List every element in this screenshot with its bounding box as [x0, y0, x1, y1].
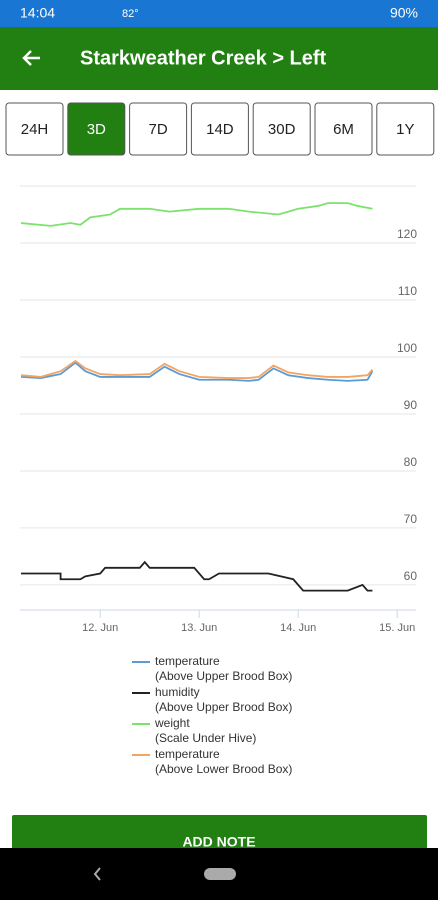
series-line: [20, 359, 374, 379]
range-button-label: 24H: [21, 121, 49, 138]
legend-location[interactable]: (Above Upper Brood Box): [155, 669, 292, 683]
legend-name[interactable]: weight: [154, 716, 190, 730]
x-tick-label: 13. Jun: [181, 622, 217, 634]
x-tick-label: 14. Jun: [280, 622, 316, 634]
series-line: [20, 361, 374, 382]
series-line: [20, 202, 373, 227]
back-arrow[interactable]: [22, 50, 40, 66]
y-tick-label: 70: [404, 512, 418, 526]
y-tick-label: 60: [404, 569, 418, 583]
status-time: 14:04: [20, 5, 55, 21]
range-button-label: 3D: [87, 121, 106, 138]
y-tick-label: 110: [398, 284, 417, 298]
y-tick-label: 100: [397, 341, 417, 355]
range-button-label: 6M: [333, 121, 354, 138]
x-tick-label: 12. Jun: [82, 622, 118, 634]
legend-name[interactable]: humidity: [155, 685, 200, 699]
status-temperature: 82°: [122, 8, 139, 20]
legend-name[interactable]: temperature: [155, 654, 220, 668]
range-button-label: 30D: [268, 121, 296, 138]
page-title: Starkweather Creek > Left: [80, 47, 327, 69]
add-note-label: ADD NOTE: [182, 834, 255, 850]
legend-location[interactable]: (Scale Under Hive): [155, 731, 256, 745]
add-note-button[interactable]: [12, 815, 427, 857]
range-button[interactable]: [376, 102, 435, 156]
x-tick-label: 15. Jun: [379, 622, 415, 634]
range-button-label: 14D: [206, 121, 234, 138]
nav-back[interactable]: [93, 867, 101, 881]
legend-location[interactable]: (Above Lower Brood Box): [155, 762, 292, 776]
legend-name[interactable]: temperature: [155, 747, 220, 761]
legend-location[interactable]: (Above Upper Brood Box): [155, 700, 292, 714]
y-tick-label: 90: [404, 398, 418, 412]
range-button[interactable]: [252, 102, 311, 156]
range-button-label: 1Y: [396, 121, 414, 138]
range-button[interactable]: [5, 102, 64, 156]
status-battery: 90%: [390, 5, 418, 21]
range-button[interactable]: [129, 102, 188, 156]
y-tick-label: 80: [404, 455, 418, 469]
range-button-label: 7D: [149, 121, 168, 138]
range-button[interactable]: [314, 102, 373, 156]
series-line: [20, 560, 373, 592]
app-bar: [0, 27, 438, 90]
status-bar: [0, 0, 438, 27]
y-tick-label: 120: [397, 227, 417, 241]
range-button[interactable]: [67, 102, 126, 156]
range-button[interactable]: [190, 102, 249, 156]
nav-home[interactable]: [204, 868, 236, 880]
